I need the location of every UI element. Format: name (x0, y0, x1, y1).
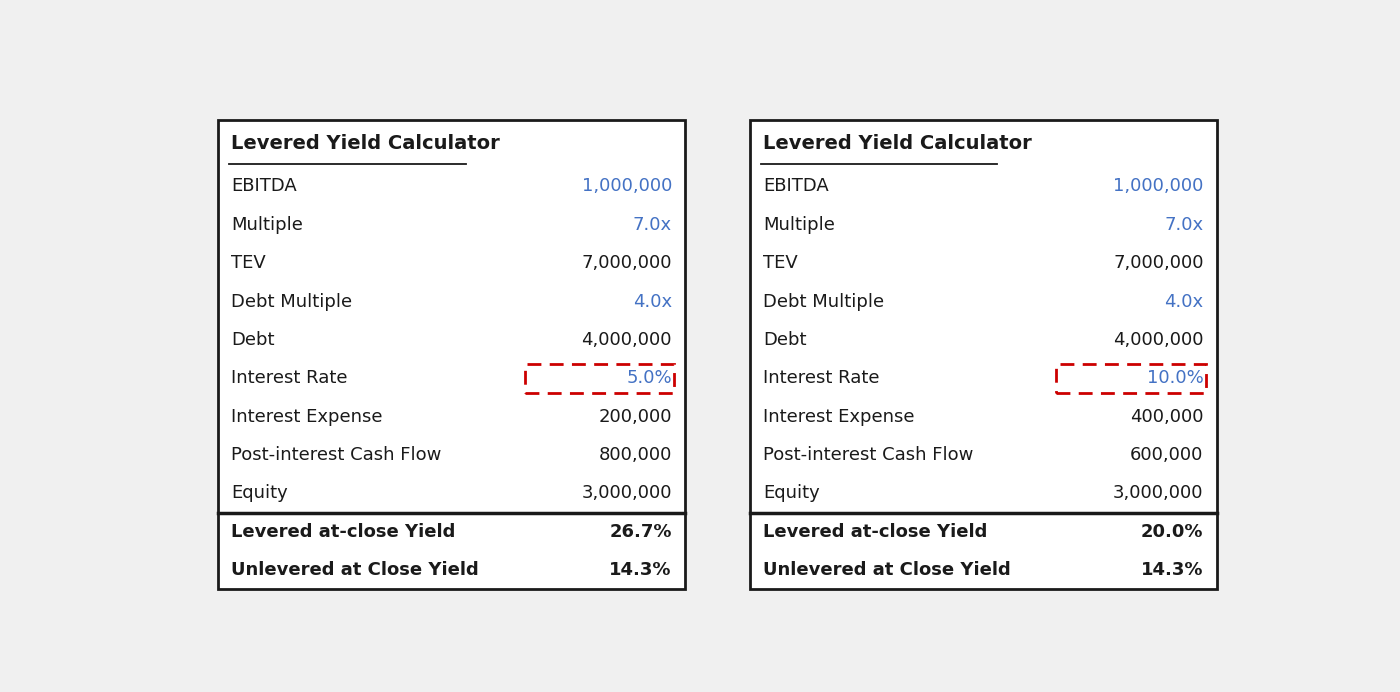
Text: 200,000: 200,000 (598, 408, 672, 426)
Text: 3,000,000: 3,000,000 (581, 484, 672, 502)
Text: 800,000: 800,000 (599, 446, 672, 464)
Text: 1,000,000: 1,000,000 (1113, 177, 1204, 195)
Text: Unlevered at Close Yield: Unlevered at Close Yield (763, 561, 1011, 579)
Text: Unlevered at Close Yield: Unlevered at Close Yield (231, 561, 479, 579)
Text: 20.0%: 20.0% (1141, 522, 1204, 540)
Text: Multiple: Multiple (763, 216, 834, 234)
Text: 5.0%: 5.0% (626, 370, 672, 388)
Text: Equity: Equity (231, 484, 288, 502)
Text: Levered at-close Yield: Levered at-close Yield (763, 522, 987, 540)
Text: Debt: Debt (763, 331, 806, 349)
Text: 600,000: 600,000 (1130, 446, 1204, 464)
Text: Interest Expense: Interest Expense (231, 408, 384, 426)
Text: 26.7%: 26.7% (609, 522, 672, 540)
Text: Post-interest Cash Flow: Post-interest Cash Flow (231, 446, 442, 464)
Text: TEV: TEV (763, 254, 798, 272)
Text: 14.3%: 14.3% (1141, 561, 1204, 579)
Text: 4.0x: 4.0x (1165, 293, 1204, 311)
Text: 4,000,000: 4,000,000 (581, 331, 672, 349)
Text: 7,000,000: 7,000,000 (1113, 254, 1204, 272)
Text: Debt: Debt (231, 331, 274, 349)
Bar (750, 120, 1217, 589)
Text: 1,000,000: 1,000,000 (581, 177, 672, 195)
Text: 4,000,000: 4,000,000 (1113, 331, 1204, 349)
Text: EBITDA: EBITDA (763, 177, 829, 195)
Text: 400,000: 400,000 (1130, 408, 1204, 426)
Text: 10.0%: 10.0% (1147, 370, 1204, 388)
Text: Interest Rate: Interest Rate (231, 370, 349, 388)
Text: 4.0x: 4.0x (633, 293, 672, 311)
Text: EBITDA: EBITDA (231, 177, 297, 195)
Text: Levered at-close Yield: Levered at-close Yield (231, 522, 456, 540)
Text: Interest Expense: Interest Expense (763, 408, 914, 426)
Text: 3,000,000: 3,000,000 (1113, 484, 1204, 502)
Text: Debt Multiple: Debt Multiple (763, 293, 885, 311)
Text: Debt Multiple: Debt Multiple (231, 293, 353, 311)
Text: 7.0x: 7.0x (633, 216, 672, 234)
Bar (525, 364, 675, 393)
Text: 14.3%: 14.3% (609, 561, 672, 579)
Text: Multiple: Multiple (231, 216, 304, 234)
Bar (1057, 364, 1205, 393)
Text: Post-interest Cash Flow: Post-interest Cash Flow (763, 446, 973, 464)
Text: Equity: Equity (763, 484, 820, 502)
Text: 7.0x: 7.0x (1165, 216, 1204, 234)
Bar (218, 120, 685, 589)
Text: TEV: TEV (231, 254, 266, 272)
Text: Interest Rate: Interest Rate (763, 370, 879, 388)
Text: Levered Yield Calculator: Levered Yield Calculator (763, 134, 1032, 154)
Text: Levered Yield Calculator: Levered Yield Calculator (231, 134, 500, 154)
Text: 7,000,000: 7,000,000 (581, 254, 672, 272)
